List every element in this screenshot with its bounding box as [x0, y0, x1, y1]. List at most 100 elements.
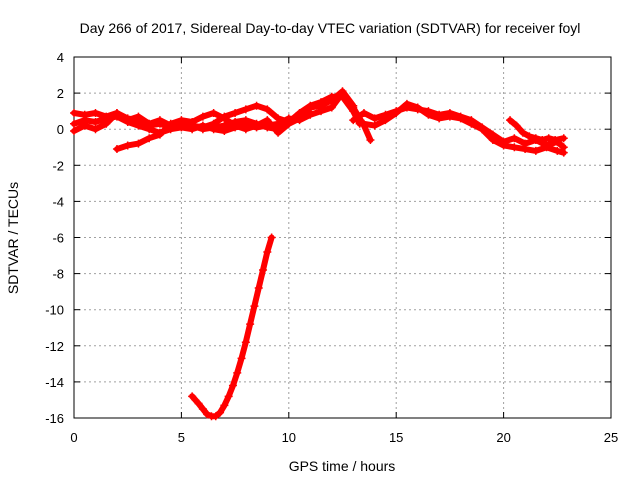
data-point [252, 101, 261, 110]
data-point [246, 320, 255, 329]
data-point [112, 145, 121, 154]
data-point [166, 119, 175, 128]
data-point [512, 121, 521, 130]
data-point [233, 368, 242, 377]
data-point [544, 134, 553, 143]
data-point [510, 143, 519, 152]
x-tick-label: 25 [604, 430, 618, 445]
x-tick-label: 15 [389, 430, 403, 445]
series-track-h [188, 233, 276, 421]
data-point [220, 114, 229, 123]
y-tick-label: -4 [52, 194, 64, 209]
data-point [220, 401, 229, 410]
data-point [284, 119, 293, 128]
data-point [91, 108, 100, 117]
data-point [263, 105, 272, 114]
y-axis-label: SDTVAR / TECUs [5, 182, 21, 294]
data-point [145, 119, 154, 128]
data-point [198, 112, 207, 121]
data-point [506, 116, 515, 125]
data-point [134, 139, 143, 148]
data-point [70, 119, 78, 128]
data-point [241, 338, 250, 347]
data-point [366, 136, 375, 145]
data-point [267, 233, 276, 242]
y-tick-label: -2 [52, 158, 64, 173]
y-tick-label: -6 [52, 231, 64, 246]
data-point [102, 119, 111, 128]
x-tick-label: 10 [282, 430, 296, 445]
data-point [359, 108, 368, 117]
data-point [123, 141, 132, 150]
data-point [349, 116, 358, 125]
data-point [553, 146, 562, 155]
data-point [231, 121, 240, 130]
data-point [559, 134, 568, 143]
data-point [538, 136, 547, 145]
data-point [274, 128, 283, 137]
data-point [559, 148, 568, 157]
data-point [254, 284, 263, 293]
data-point [263, 247, 272, 256]
data-point [551, 136, 560, 145]
x-axis-ticks: 0 5 10 15 20 25 [70, 57, 618, 445]
data-point [145, 134, 154, 143]
data-point [531, 134, 540, 143]
y-tick-label: -8 [52, 267, 64, 282]
data-point [467, 119, 476, 128]
data-point [252, 121, 261, 130]
series-line [189, 234, 275, 420]
data-series [70, 87, 568, 421]
data-point [521, 145, 530, 154]
y-tick-label: 2 [57, 86, 64, 101]
data-point [155, 130, 164, 139]
data-point [259, 265, 268, 274]
y-axis-ticks: 4 2 0 -2 -4 -6 -8 -10 -12 -14 -16 [45, 50, 611, 426]
y-tick-label: 4 [57, 50, 64, 65]
data-point [499, 141, 508, 150]
data-point [224, 392, 233, 401]
data-point [424, 110, 433, 119]
data-point [327, 103, 336, 112]
series-track-c [70, 87, 358, 136]
data-point [478, 125, 487, 134]
y-tick-label: -16 [45, 411, 64, 426]
data-point [203, 410, 212, 419]
data-point [188, 392, 197, 401]
data-point [370, 121, 379, 130]
data-point [250, 302, 259, 311]
data-point [327, 96, 336, 105]
data-point [525, 132, 534, 141]
data-point [209, 108, 218, 117]
grid-lines [74, 57, 611, 418]
data-point [211, 412, 220, 421]
data-point [188, 117, 197, 126]
data-point [359, 119, 368, 128]
x-axis-label: GPS time / hours [289, 458, 396, 474]
data-point [488, 136, 497, 145]
data-point [295, 114, 304, 123]
data-point [220, 121, 229, 130]
data-point [155, 116, 164, 125]
data-point [392, 108, 401, 117]
data-point [241, 105, 250, 114]
x-tick-label: 20 [496, 430, 510, 445]
data-point [349, 101, 358, 110]
data-point [198, 404, 207, 413]
data-point [134, 112, 143, 121]
series-track-g [506, 116, 568, 145]
data-point [70, 108, 78, 117]
data-point [241, 125, 250, 134]
data-point [194, 399, 203, 408]
data-point [112, 108, 121, 117]
data-point [241, 116, 250, 125]
series-track-f [359, 99, 568, 157]
data-point [317, 101, 326, 110]
data-point [80, 121, 89, 130]
data-point [435, 114, 444, 123]
x-tick-label: 5 [178, 430, 185, 445]
chart-title: Day 266 of 2017, Sidereal Day-to-day VTE… [80, 20, 581, 36]
data-point [338, 87, 347, 96]
data-point [445, 112, 454, 121]
